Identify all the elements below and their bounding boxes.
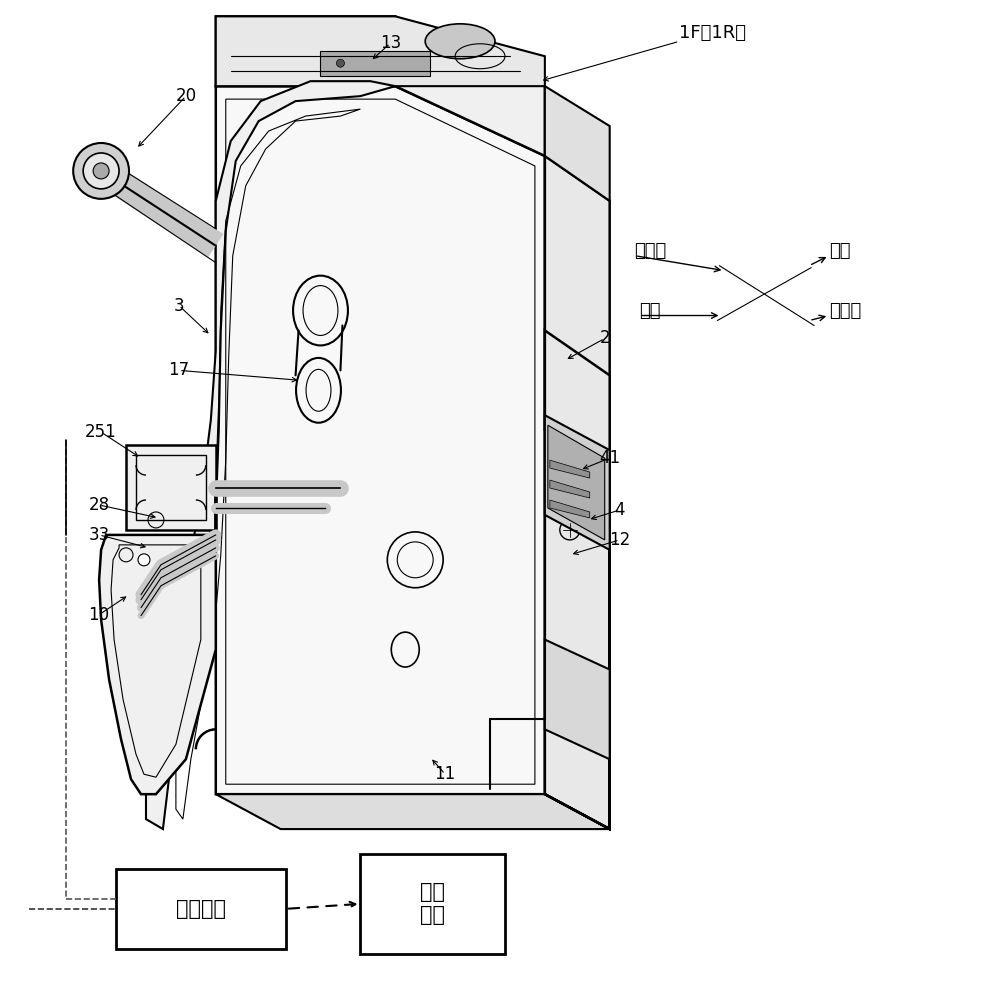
Polygon shape [216, 794, 609, 829]
Polygon shape [545, 86, 609, 201]
Polygon shape [545, 330, 609, 829]
Polygon shape [99, 490, 216, 794]
Polygon shape [545, 156, 609, 829]
Text: 车内侧: 车内侧 [829, 302, 862, 320]
Text: 车外侧: 车外侧 [634, 242, 667, 260]
Polygon shape [216, 16, 545, 156]
Text: 2: 2 [599, 329, 610, 347]
Polygon shape [550, 480, 589, 498]
Circle shape [93, 163, 109, 179]
Bar [361, 854, 505, 954]
Text: 11: 11 [434, 765, 456, 783]
Text: 3: 3 [174, 297, 184, 315]
Text: 251: 251 [85, 423, 117, 441]
Text: 10: 10 [88, 606, 109, 624]
Text: 13: 13 [380, 34, 401, 52]
Polygon shape [545, 415, 609, 550]
Bar [116, 869, 285, 949]
Polygon shape [550, 500, 589, 518]
Text: 28: 28 [88, 496, 109, 514]
Text: 前方: 前方 [639, 302, 661, 320]
Polygon shape [545, 640, 609, 759]
Text: 控制装置: 控制装置 [176, 899, 226, 919]
Circle shape [138, 554, 150, 566]
Text: 20: 20 [175, 87, 197, 105]
Text: 12: 12 [609, 531, 630, 549]
Polygon shape [320, 51, 430, 76]
Circle shape [74, 143, 129, 199]
Polygon shape [548, 425, 604, 540]
Text: 检测
开关: 检测 开关 [420, 882, 445, 925]
Text: 后方: 后方 [829, 242, 851, 260]
Text: 1F（1R）: 1F（1R） [680, 24, 746, 42]
Text: 41: 41 [599, 449, 620, 467]
Polygon shape [550, 460, 589, 478]
Text: 17: 17 [168, 361, 190, 379]
Text: 33: 33 [88, 526, 109, 544]
Text: 4: 4 [614, 501, 625, 519]
Polygon shape [216, 86, 545, 794]
Circle shape [83, 153, 119, 189]
Ellipse shape [425, 24, 495, 59]
Circle shape [336, 59, 345, 67]
Polygon shape [146, 81, 396, 829]
Polygon shape [216, 16, 545, 86]
Polygon shape [126, 445, 216, 530]
